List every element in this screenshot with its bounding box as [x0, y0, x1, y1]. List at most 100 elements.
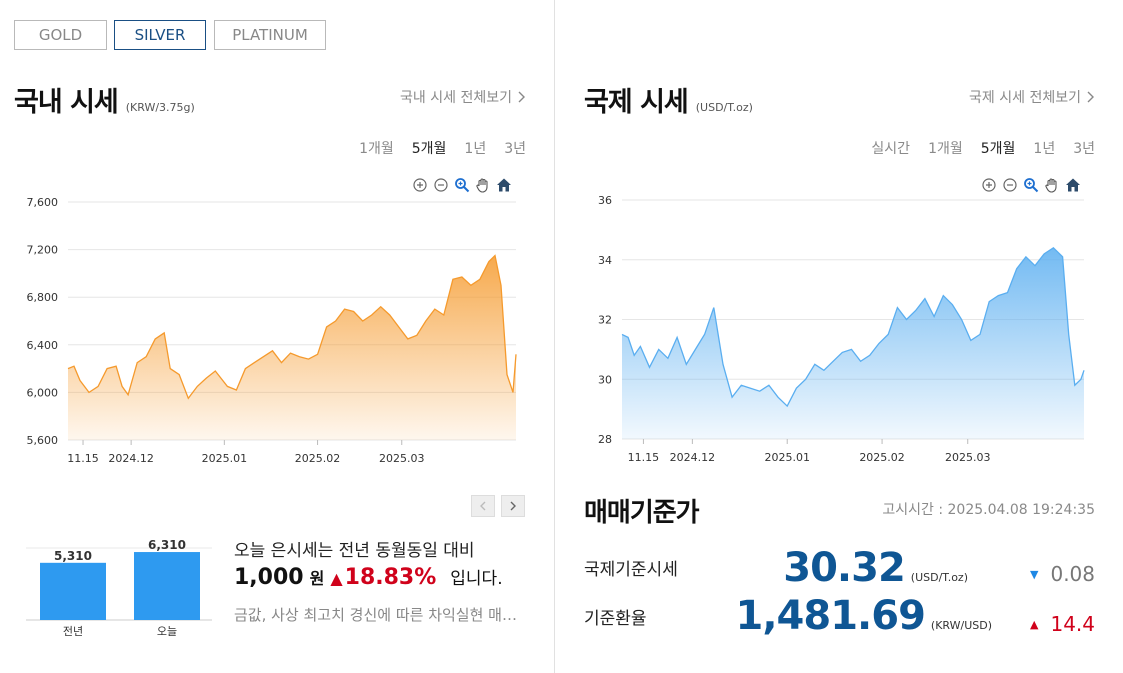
domestic-period-1m[interactable]: 1개월: [359, 141, 394, 157]
zoom-in-icon[interactable]: [981, 177, 997, 193]
home-icon[interactable]: [1065, 177, 1081, 193]
intl-periods: 실시간 1개월 5개월 1년 3년: [871, 138, 1095, 158]
domestic-title: 국내 시세: [14, 87, 119, 118]
intl-heading: 국제 시세 (USD/T.oz): [584, 80, 753, 119]
comparison-bar: [134, 552, 200, 620]
pan-hand-icon[interactable]: [1044, 177, 1060, 193]
intl-standard-change: ▼ 0.08: [1030, 562, 1095, 586]
intl-more-link[interactable]: 국제 시세 전체보기: [969, 87, 1095, 107]
exchange-rate-value-group: 1,481.69 (KRW/USD): [736, 593, 992, 639]
domestic-area: [68, 255, 516, 440]
domestic-unit: (KRW/3.75g): [125, 101, 195, 114]
exchange-rate-change-value: 14.4: [1050, 612, 1095, 636]
domestic-price-chart: 5,600 6,000 6,400 6,800 7,200 7,600 11.15 2024.…: [27, 196, 517, 465]
intl-line: [621, 246, 1085, 408]
domestic-x-tick-label: 2025.03: [379, 452, 425, 465]
intl-period-1m[interactable]: 1개월: [928, 141, 963, 157]
intl-price-chart: 28 30 32 34 36 11.15 2024.12 2025.01 2025.02 2025…: [598, 194, 1085, 464]
comparison-bar: [40, 562, 106, 620]
domestic-period-5m[interactable]: 5개월: [411, 141, 447, 157]
domestic-period-1y[interactable]: 1년: [464, 141, 487, 157]
zoom-out-icon[interactable]: [433, 177, 449, 193]
domestic-x-tick-label: 2024.12: [108, 452, 154, 465]
intl-more-label: 국제 시세 전체보기: [969, 90, 1081, 106]
tab-gold[interactable]: GOLD: [14, 20, 107, 50]
intl-y-tick-label: 34: [598, 254, 612, 267]
intl-period-realtime[interactable]: 실시간: [871, 141, 911, 157]
intl-chart-toolbar: [981, 177, 1081, 193]
magnify-icon[interactable]: [1023, 177, 1039, 193]
intl-x-tick-label: 11.15: [628, 451, 660, 464]
comparison-amount: 1,000: [234, 565, 304, 590]
domestic-x-tick-label: 2025.02: [295, 452, 341, 465]
intl-x-tick-label: 2024.12: [670, 451, 716, 464]
domestic-heading: 국내 시세 (KRW/3.75g): [14, 80, 195, 119]
intl-standard-value: 30.32: [783, 545, 906, 591]
intl-x-tick-label: 2025.02: [859, 451, 905, 464]
comparison-sentence: 오늘 은시세는 전년 동월동일 대비: [234, 541, 475, 561]
domestic-line: [67, 254, 517, 400]
domestic-x-tick-label: 11.15: [67, 452, 99, 465]
intl-area: [622, 247, 1084, 439]
year-comparison-chart: 5,310 전년 6,310 오늘: [26, 540, 212, 638]
zoom-out-icon[interactable]: [1002, 177, 1018, 193]
exchange-rate-change: ▲ 14.4: [1030, 612, 1095, 636]
chevron-left-icon: [480, 501, 486, 511]
tab-silver[interactable]: SILVER: [114, 20, 206, 50]
domestic-y-tick-label: 5,600: [27, 434, 59, 447]
home-icon[interactable]: [496, 177, 512, 193]
chevron-right-icon: [1087, 91, 1094, 103]
intl-y-tick-label: 36: [598, 194, 612, 207]
domestic-y-tick-label: 6,000: [27, 386, 59, 399]
news-headline[interactable]: 금값, 사상 최고치 경신에 따른 차익실현 매물 출회: [234, 606, 524, 624]
intl-standard-unit: (USD/T.oz): [910, 571, 968, 584]
comparison-bar-value-label: 5,310: [54, 549, 92, 563]
zoom-in-icon[interactable]: [412, 177, 428, 193]
domestic-y-tick-label: 7,600: [27, 196, 59, 209]
intl-y-tick-label: 28: [598, 433, 612, 446]
domestic-x-tick-label: 2025.01: [202, 452, 248, 465]
down-arrow-icon: ▼: [1030, 567, 1039, 581]
comparison-bar-category-label: 전년: [63, 625, 83, 638]
domestic-chart-toolbar: [412, 177, 512, 193]
exchange-rate-unit: (KRW/USD): [930, 619, 992, 632]
column-divider: [554, 0, 555, 673]
exchange-rate-value: 1,481.69: [735, 593, 926, 639]
intl-period-3y[interactable]: 3년: [1073, 141, 1095, 157]
comparison-result: 1,000 원 ▲ 18.83% 입니다.: [234, 564, 503, 590]
comparison-bar-value-label: 6,310: [148, 540, 186, 552]
exchange-rate-label: 기준환율: [584, 609, 647, 629]
domestic-y-tick-label: 7,200: [27, 244, 59, 257]
domestic-pager: [471, 495, 525, 517]
domestic-more-label: 국내 시세 전체보기: [400, 90, 512, 106]
intl-period-1y[interactable]: 1년: [1033, 141, 1056, 157]
intl-standard-value-group: 30.32 (USD/T.oz): [783, 545, 968, 591]
comparison-amount-unit: 원: [309, 569, 325, 588]
magnify-icon[interactable]: [454, 177, 470, 193]
intl-x-tick-label: 2025.01: [764, 451, 810, 464]
up-arrow-icon: ▲: [330, 569, 343, 588]
domestic-period-3y[interactable]: 3년: [504, 141, 526, 157]
standard-title: 매매기준가: [584, 498, 700, 528]
intl-period-5m[interactable]: 5개월: [980, 141, 1016, 157]
intl-x-tick-label: 2025.03: [945, 451, 991, 464]
intl-standard-label: 국제기준시세: [584, 560, 678, 580]
comparison-percent: 18.83%: [344, 565, 437, 590]
intl-y-tick-label: 32: [598, 314, 612, 327]
chevron-right-icon: [510, 501, 516, 511]
next-button[interactable]: [501, 495, 525, 517]
intl-unit: (USD/T.oz): [695, 101, 753, 114]
intl-standard-change-value: 0.08: [1050, 562, 1095, 586]
notice-time: 고시시간 : 2025.04.08 19:24:35: [882, 502, 1095, 518]
prev-button[interactable]: [471, 495, 495, 517]
domestic-y-tick-label: 6,800: [27, 291, 59, 304]
tab-platinum[interactable]: PLATINUM: [214, 20, 326, 50]
pan-hand-icon[interactable]: [475, 177, 491, 193]
domestic-more-link[interactable]: 국내 시세 전체보기: [400, 87, 526, 107]
intl-title: 국제 시세: [584, 87, 689, 118]
chevron-right-icon: [518, 91, 525, 103]
domestic-periods: 1개월 5개월 1년 3년: [359, 138, 526, 158]
up-arrow-icon: ▲: [1030, 617, 1039, 631]
domestic-y-tick-label: 6,400: [27, 339, 59, 352]
comparison-bar-category-label: 오늘: [157, 625, 177, 638]
